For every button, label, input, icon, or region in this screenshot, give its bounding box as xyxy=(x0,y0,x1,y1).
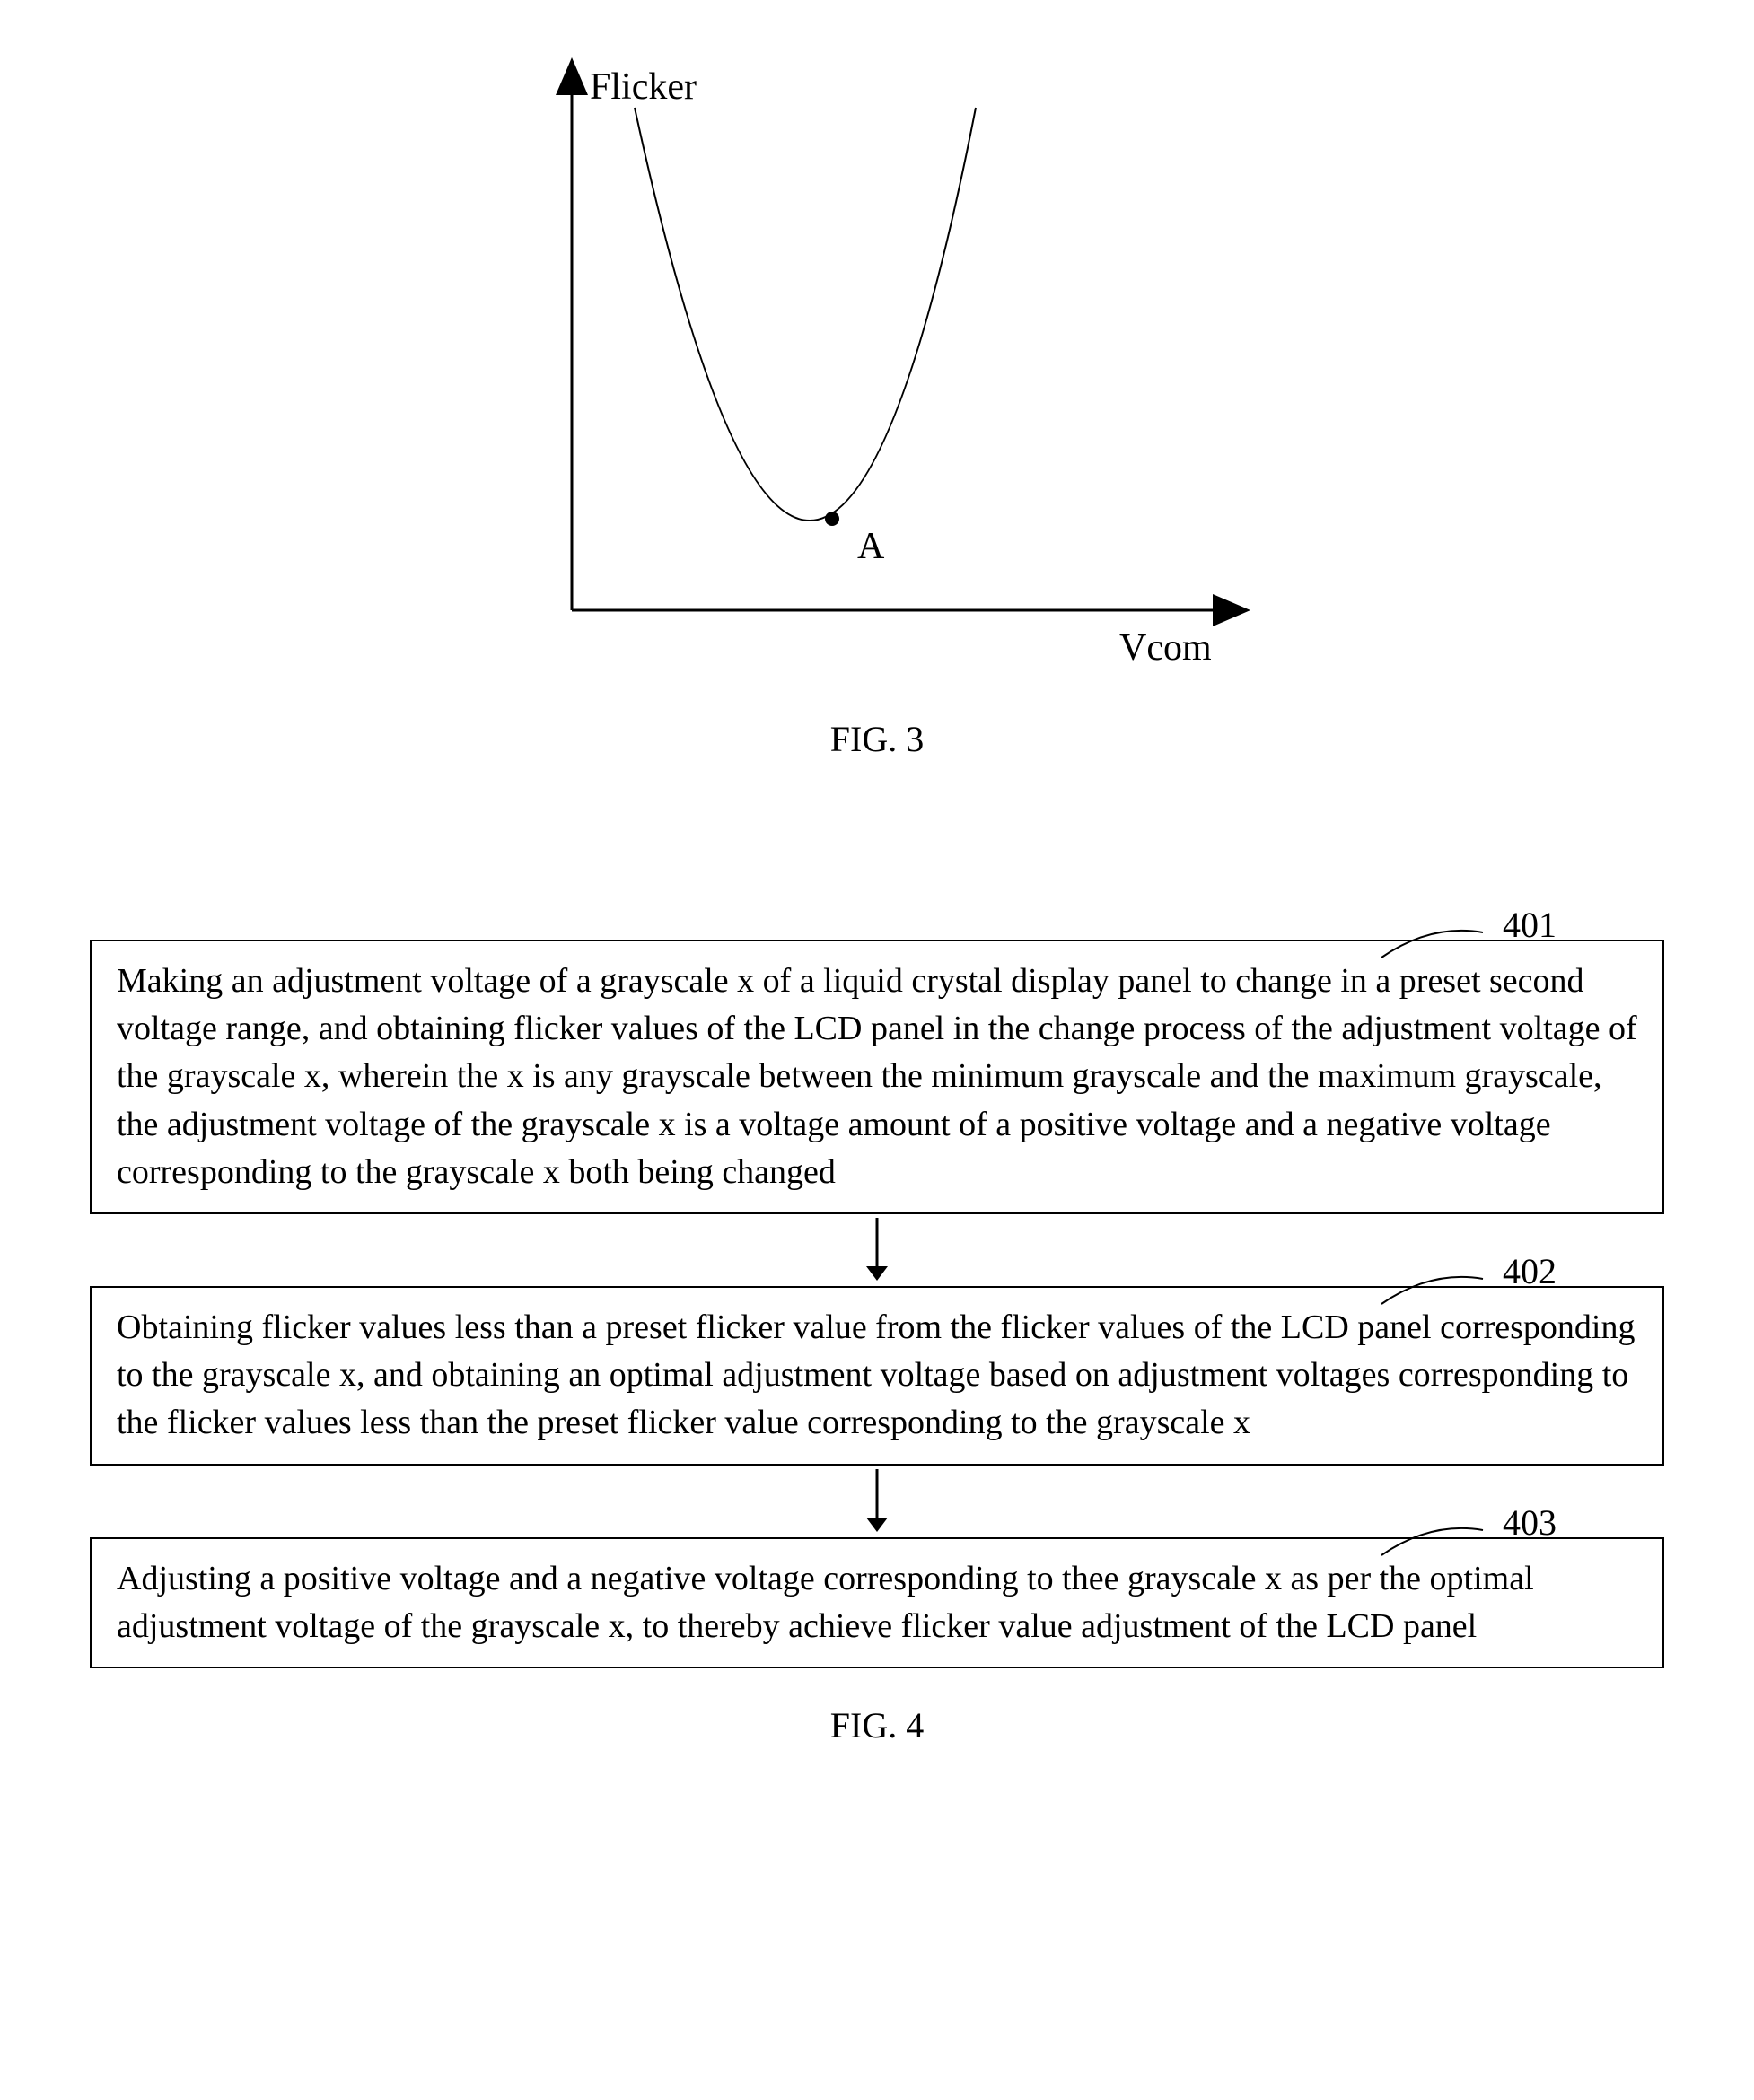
figure-3-caption: FIG. 3 xyxy=(830,718,924,760)
flow-step-402: 402Obtaining flicker values less than a … xyxy=(90,1286,1664,1466)
flow-step-number: 403 xyxy=(1503,1501,1557,1544)
figure-4-caption: FIG. 4 xyxy=(830,1704,924,1746)
flow-step-box: Obtaining flicker values less than a pre… xyxy=(90,1286,1664,1466)
flow-leader-line xyxy=(1377,923,1485,959)
flow-step-401: 401Making an adjustment voltage of a gra… xyxy=(90,940,1664,1214)
figure-3: A Flicker Vcom FIG. 3 xyxy=(90,54,1664,760)
svg-text:A: A xyxy=(857,526,885,567)
flowchart-steps: 401Making an adjustment voltage of a gra… xyxy=(90,940,1664,1668)
flow-step-number: 401 xyxy=(1503,904,1557,946)
flow-step-number: 402 xyxy=(1503,1250,1557,1292)
svg-text:Vcom: Vcom xyxy=(1119,627,1212,669)
flow-step-403: 403Adjusting a positive voltage and a ne… xyxy=(90,1537,1664,1668)
svg-text:Flicker: Flicker xyxy=(590,66,697,108)
flow-leader-line xyxy=(1377,1270,1485,1306)
figure-4: 401Making an adjustment voltage of a gra… xyxy=(90,940,1664,1746)
flow-leader-line xyxy=(1377,1521,1485,1557)
flicker-vcom-chart: A Flicker Vcom xyxy=(473,54,1281,682)
flow-step-box: Making an adjustment voltage of a graysc… xyxy=(90,940,1664,1214)
